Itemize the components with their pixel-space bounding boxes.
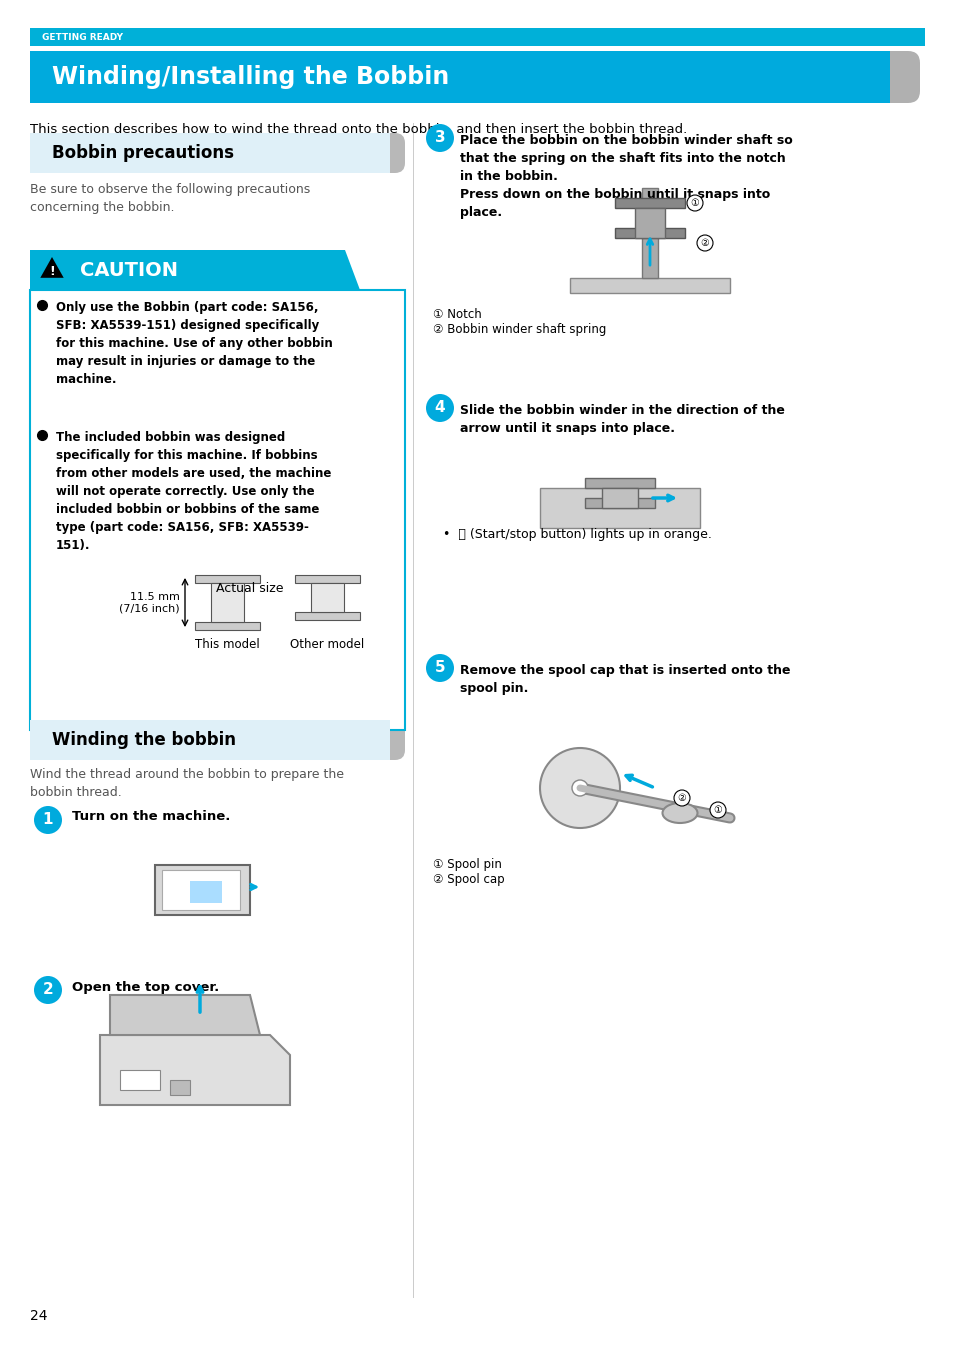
Bar (294, 612, 359, 620)
Text: CAUTION: CAUTION (80, 260, 178, 279)
Text: The included bobbin was designed
specifically for this machine. If bobbins
from : The included bobbin was designed specifi… (56, 431, 331, 551)
Text: Other model: Other model (290, 638, 364, 651)
Circle shape (673, 790, 689, 806)
Text: 4: 4 (435, 400, 445, 415)
Bar (601, 488, 638, 508)
Text: 3: 3 (435, 131, 445, 146)
Text: •  Ⓜ (Start/stop button) lights up in orange.: • Ⓜ (Start/stop button) lights up in ora… (442, 528, 711, 541)
Bar (584, 479, 655, 488)
Bar (30, 290, 405, 731)
Bar (30, 51, 889, 102)
Bar (413, 123, 414, 1298)
Text: ① Spool pin: ① Spool pin (433, 857, 501, 871)
Bar (190, 882, 222, 903)
FancyBboxPatch shape (840, 51, 919, 102)
Bar (30, 28, 924, 46)
Polygon shape (100, 1035, 290, 1105)
Bar (635, 208, 664, 239)
Bar (170, 1080, 190, 1095)
Bar (294, 576, 359, 582)
Circle shape (539, 748, 619, 828)
Bar (584, 497, 655, 508)
Text: This section describes how to wind the thread onto the bobbin, and then insert t: This section describes how to wind the t… (30, 123, 686, 136)
Text: ①: ① (690, 198, 699, 208)
FancyBboxPatch shape (30, 720, 379, 760)
Text: Be sure to observe the following precautions
concerning the bobbin.: Be sure to observe the following precaut… (30, 183, 310, 214)
Ellipse shape (661, 803, 697, 824)
Text: ①: ① (713, 805, 721, 816)
FancyBboxPatch shape (355, 720, 405, 760)
Circle shape (709, 802, 725, 818)
Circle shape (426, 654, 454, 682)
Circle shape (426, 394, 454, 422)
Bar (211, 582, 244, 621)
Bar (30, 720, 390, 760)
Bar (569, 278, 729, 293)
Circle shape (572, 780, 587, 797)
Text: Turn on the machine.: Turn on the machine. (71, 810, 230, 824)
Text: Remove the spool cap that is inserted onto the
spool pin.: Remove the spool cap that is inserted on… (459, 665, 790, 696)
Bar (615, 228, 684, 239)
Bar (539, 488, 700, 528)
Circle shape (697, 235, 712, 251)
Polygon shape (154, 865, 250, 915)
Text: Winding/Installing the Bobbin: Winding/Installing the Bobbin (52, 65, 449, 89)
Text: ②: ② (677, 793, 685, 803)
Text: 5: 5 (435, 661, 445, 675)
Text: 24: 24 (30, 1309, 48, 1322)
Polygon shape (40, 257, 64, 278)
Text: Only use the Bobbin (part code: SA156,
SFB: XA5539-151) designed specifically
fo: Only use the Bobbin (part code: SA156, S… (56, 301, 333, 386)
Polygon shape (110, 995, 260, 1035)
Text: Wind the thread around the bobbin to prepare the
bobbin thread.: Wind the thread around the bobbin to pre… (30, 768, 344, 799)
Text: ② Spool cap: ② Spool cap (433, 874, 504, 886)
Bar (30, 133, 390, 173)
Text: !: ! (49, 264, 55, 278)
Text: Place the bobbin on the bobbin winder shaft so
that the spring on the shaft fits: Place the bobbin on the bobbin winder sh… (459, 133, 792, 218)
Circle shape (34, 806, 62, 834)
Text: 11.5 mm
(7/16 inch): 11.5 mm (7/16 inch) (119, 592, 180, 613)
Text: 1: 1 (43, 813, 53, 828)
Text: Bobbin precautions: Bobbin precautions (52, 144, 233, 162)
Bar (120, 1070, 160, 1091)
Circle shape (426, 124, 454, 152)
Text: Slide the bobbin winder in the direction of the
arrow until it snaps into place.: Slide the bobbin winder in the direction… (459, 404, 784, 435)
Text: GETTING READY: GETTING READY (42, 32, 123, 42)
Text: ②: ② (700, 239, 709, 248)
Bar (162, 869, 240, 910)
Polygon shape (30, 249, 359, 290)
Text: This model: This model (195, 638, 259, 651)
Bar (311, 582, 343, 612)
Circle shape (686, 195, 702, 212)
Text: Winding the bobbin: Winding the bobbin (52, 731, 235, 749)
Text: Open the top cover.: Open the top cover. (71, 980, 219, 993)
Text: 2: 2 (43, 983, 53, 998)
Bar (194, 621, 260, 630)
Text: ② Bobbin winder shaft spring: ② Bobbin winder shaft spring (433, 324, 606, 336)
Bar (194, 576, 260, 582)
Text: Actual size: Actual size (216, 582, 283, 594)
Text: ① Notch: ① Notch (433, 307, 481, 321)
Circle shape (34, 976, 62, 1004)
Bar (615, 198, 684, 208)
FancyBboxPatch shape (30, 133, 379, 173)
Bar (641, 187, 658, 278)
FancyBboxPatch shape (30, 51, 849, 102)
FancyBboxPatch shape (355, 133, 405, 173)
